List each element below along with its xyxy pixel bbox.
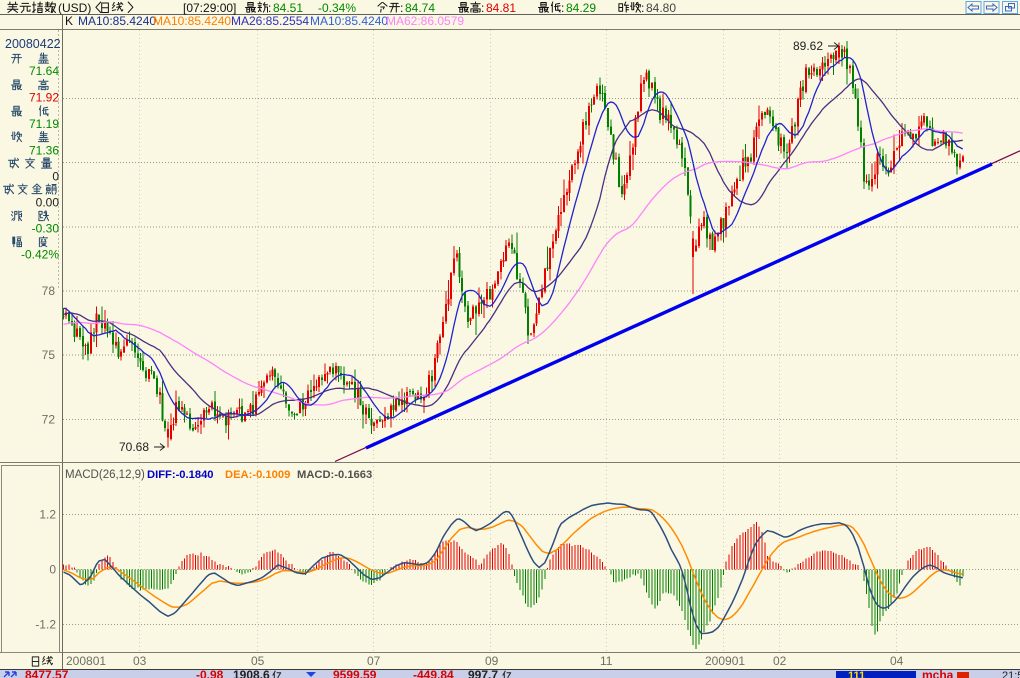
- svg-text:MACD:-0.1663: MACD:-0.1663: [297, 469, 372, 481]
- svg-text:MA26:85.2554: MA26:85.2554: [231, 14, 309, 28]
- svg-text:84.74: 84.74: [405, 1, 435, 15]
- svg-text:07: 07: [367, 654, 381, 668]
- svg-text:72: 72: [42, 412, 56, 426]
- svg-text:DEA:-0.1009: DEA:-0.1009: [225, 469, 290, 481]
- svg-text:0: 0: [49, 563, 56, 577]
- svg-text:0: 0: [52, 170, 59, 184]
- svg-text:09: 09: [485, 654, 499, 668]
- svg-text:MA10:85.4240: MA10:85.4240: [78, 14, 156, 28]
- svg-text:MA62:86.0579: MA62:86.0579: [386, 14, 464, 28]
- svg-text:K: K: [65, 14, 73, 28]
- svg-text:8477.57: 8477.57: [25, 668, 69, 678]
- svg-text:84.51: 84.51: [273, 1, 303, 15]
- svg-text:200801: 200801: [66, 654, 106, 668]
- svg-text:mcha: mcha: [922, 668, 954, 678]
- svg-text:71.19: 71.19: [29, 117, 59, 131]
- svg-text:84.80: 84.80: [646, 1, 676, 15]
- svg-text:04: 04: [890, 654, 904, 668]
- svg-text:DIFF:-0.1840: DIFF:-0.1840: [147, 469, 214, 481]
- svg-text:03: 03: [133, 654, 147, 668]
- svg-text:[07:29:00]: [07:29:00]: [183, 1, 236, 15]
- svg-text:71.64: 71.64: [29, 64, 59, 78]
- svg-text:02: 02: [773, 654, 787, 668]
- svg-text:89.62: 89.62: [793, 39, 823, 53]
- svg-text:MA10:85.4240: MA10:85.4240: [153, 14, 231, 28]
- svg-text:0.00: 0.00: [36, 196, 60, 210]
- svg-text::: :: [481, 1, 484, 15]
- svg-text:78: 78: [42, 284, 56, 298]
- svg-text:-0.34%: -0.34%: [318, 1, 356, 15]
- svg-text:11: 11: [600, 654, 613, 668]
- svg-text:21:54: 21:54: [1002, 670, 1020, 678]
- svg-text::: :: [561, 1, 564, 15]
- svg-text:1.2: 1.2: [39, 508, 56, 522]
- svg-text:-0.42%: -0.42%: [21, 248, 59, 262]
- svg-text::: :: [400, 1, 403, 15]
- svg-text:111: 111: [848, 670, 865, 678]
- svg-text:9599.59: 9599.59: [333, 668, 377, 678]
- svg-text:MA10:85.4240: MA10:85.4240: [310, 14, 388, 28]
- svg-text:-0.30: -0.30: [32, 222, 60, 236]
- svg-text:71.92: 71.92: [29, 91, 59, 105]
- svg-text::: :: [641, 1, 644, 15]
- svg-text:84.29: 84.29: [566, 1, 596, 15]
- svg-text:-1.2: -1.2: [35, 617, 56, 631]
- svg-text::: :: [268, 1, 271, 15]
- svg-text:-0.98: -0.98: [196, 668, 224, 678]
- svg-text:20080422: 20080422: [5, 37, 61, 51]
- svg-text:(USD): (USD): [58, 1, 91, 15]
- svg-text:70.68: 70.68: [119, 440, 149, 454]
- svg-text:MACD(26,12,9): MACD(26,12,9): [65, 469, 145, 481]
- svg-text:05: 05: [251, 654, 265, 668]
- svg-text:200901: 200901: [705, 654, 745, 668]
- svg-text:-449.84: -449.84: [413, 668, 454, 678]
- svg-text:1908.6: 1908.6: [233, 668, 270, 678]
- svg-text:75: 75: [42, 348, 56, 362]
- svg-text:71.36: 71.36: [29, 144, 59, 158]
- svg-text:84.81: 84.81: [486, 1, 516, 15]
- svg-text:997.7: 997.7: [468, 668, 498, 678]
